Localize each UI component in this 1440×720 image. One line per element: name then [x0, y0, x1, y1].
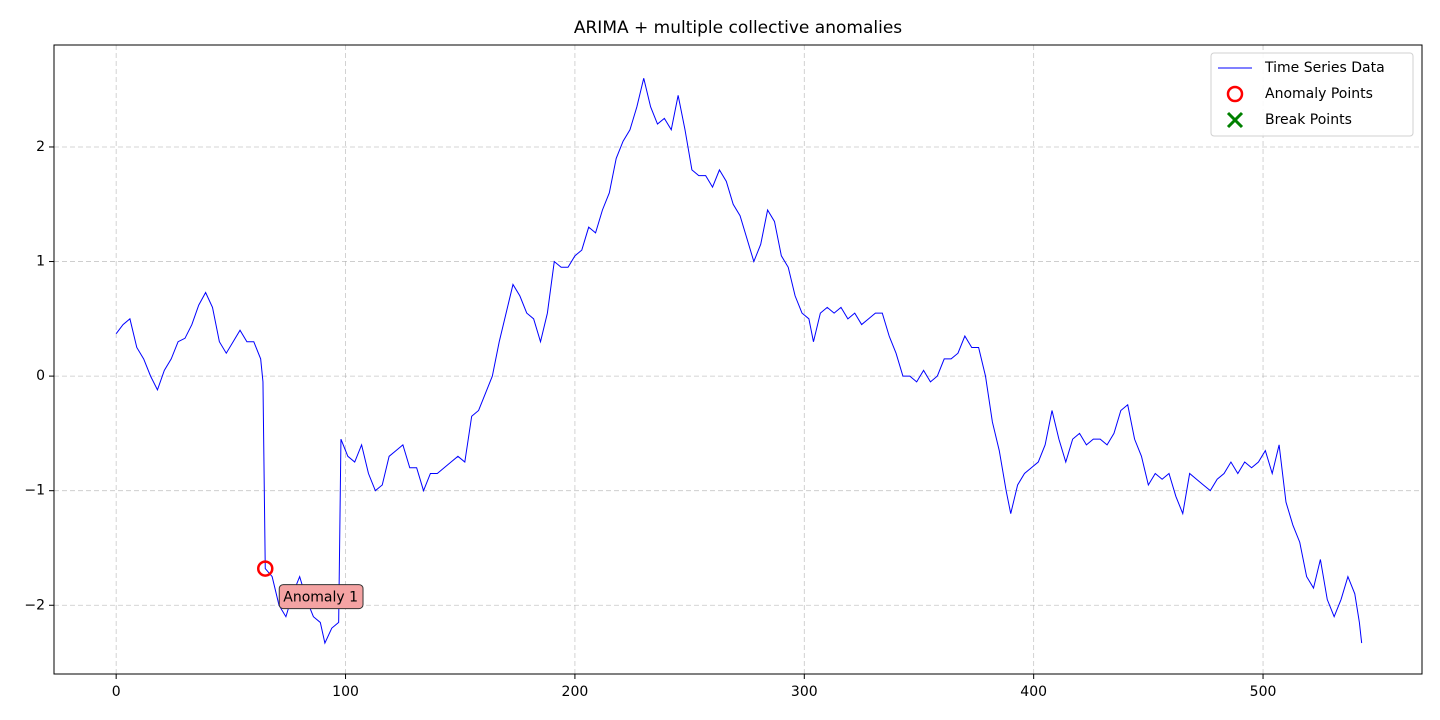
x-tick-label: 400 — [1020, 684, 1047, 700]
legend-label: Break Points — [1265, 112, 1352, 128]
legend-marker — [1226, 111, 1244, 129]
y-tick-label: 0 — [36, 368, 45, 384]
x-tick-label: 500 — [1250, 684, 1277, 700]
anomaly-point — [257, 560, 274, 577]
chart-title: ARIMA + multiple collective anomalies — [574, 18, 902, 38]
x-tick-label: 300 — [791, 684, 818, 700]
x-tick-label: 200 — [562, 684, 589, 700]
annotation-box — [278, 584, 364, 610]
y-tick-label: −2 — [24, 597, 45, 613]
legend-marker — [1226, 85, 1244, 103]
y-tick-label: −1 — [24, 483, 45, 499]
legend-box — [1210, 52, 1414, 137]
y-tick-label: 2 — [36, 139, 45, 155]
legend-label: Time Series Data — [1264, 60, 1385, 76]
x-tick-label: 100 — [332, 684, 359, 700]
annotation: Anomaly 1 — [278, 584, 364, 610]
plot-frame — [53, 44, 1423, 675]
x-tick-label: 0 — [112, 684, 121, 700]
legend: Time Series Data Anomaly Points Break Poin… — [1210, 52, 1414, 137]
legend-label: Anomaly Points — [1265, 86, 1373, 102]
y-tick-label: 1 — [36, 254, 45, 270]
series-line — [115, 78, 1363, 645]
annotation-text: Anomaly 1 — [283, 590, 358, 606]
